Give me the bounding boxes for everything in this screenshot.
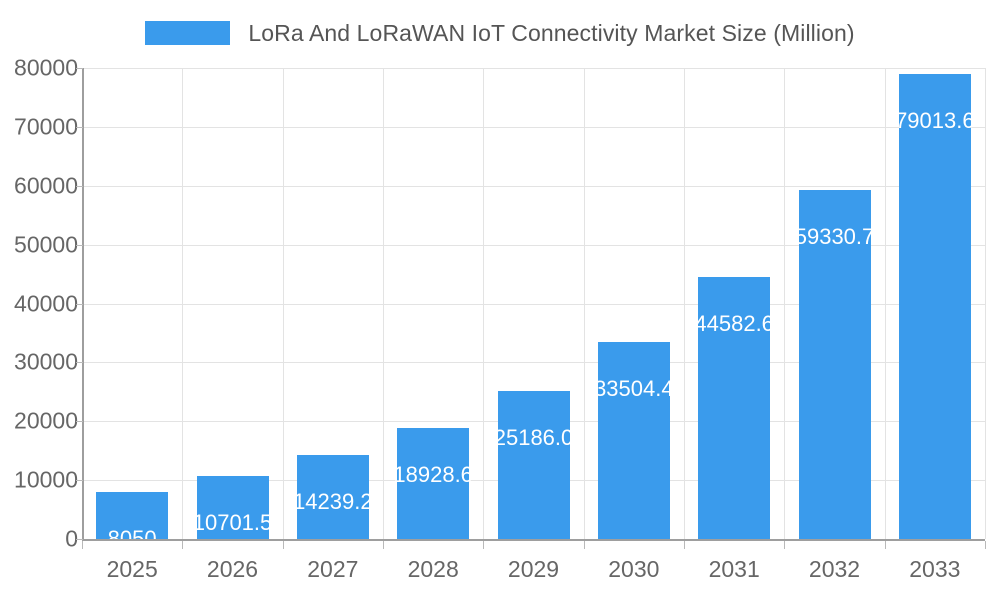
x-tick-mark [784,541,786,549]
x-tick-mark [483,541,485,549]
y-gridline [82,244,985,246]
x-gridline [383,68,384,539]
y-tick-mark [76,421,83,423]
x-tick-mark [383,541,384,549]
y-gridline [82,185,985,187]
y-gridline [82,303,985,305]
x-gridline [985,68,986,539]
x-gridline [583,68,585,539]
bar[interactable] [296,455,369,539]
x-tick-mark [884,541,886,549]
x-tick-mark [684,541,685,549]
chart-legend: LoRa And LoRaWAN IoT Connectivity Market… [0,18,1000,48]
x-tick-label: 2030 [608,556,660,582]
y-tick-mark [76,480,83,482]
y-axis-line [82,68,84,540]
y-tick-label: 70000 [14,113,78,140]
y-tick-mark [76,539,83,540]
x-tick-label: 2033 [909,556,961,582]
y-tick-label: 20000 [14,407,78,434]
x-tick-mark [583,541,585,549]
y-gridline [82,126,985,128]
bar[interactable] [397,427,470,539]
y-tick-mark [76,126,83,128]
x-tick-label: 2029 [507,556,560,582]
y-tick-label: 50000 [14,231,78,258]
y-axis-ticks: 0 10000 20000 30000 40000 50000 60000 70000 8000… [0,0,83,600]
y-tick-mark [76,185,83,187]
x-gridline [483,68,485,539]
y-tick-label: 60000 [14,172,78,199]
y-tick-mark [76,303,83,305]
x-tick-label: 2032 [808,556,861,582]
bar[interactable] [96,491,169,539]
x-gridline [884,68,886,539]
x-tick-label: 2026 [206,556,259,582]
y-tick-label: 80000 [14,54,78,81]
bar[interactable] [698,276,771,539]
x-tick-mark [82,541,83,549]
y-tick-label: 10000 [14,466,78,493]
x-tick-label: 2031 [708,556,760,582]
y-tick-mark [76,68,83,69]
y-tick-label: 30000 [14,348,78,375]
y-gridline [82,68,985,69]
bar[interactable] [196,476,269,539]
y-tick-label: 40000 [14,290,78,316]
bar[interactable] [597,341,670,539]
x-tick-mark [282,541,284,549]
x-tick-label: 2025 [106,556,158,582]
x-axis-line [82,539,985,541]
legend-item-market-size[interactable]: LoRa And LoRaWAN IoT Connectivity Market… [145,19,855,47]
legend-color-swatch [145,21,231,45]
y-gridline [82,362,985,364]
bar[interactable] [798,189,871,539]
x-tick-mark [985,541,986,549]
y-tick-label: 0 [65,525,78,552]
bar[interactable] [898,73,971,539]
bar[interactable] [497,390,570,539]
legend-item-label: LoRa And LoRaWAN IoT Connectivity Market… [248,19,855,46]
x-gridline [182,68,184,539]
plot-area: 8050 10701.5 14239.2 18928.6 25186.0 33504.4 4… [82,68,986,551]
x-gridline [282,68,284,539]
x-gridline [684,68,685,539]
y-tick-mark [76,362,83,364]
x-tick-label: 2028 [407,556,459,582]
y-tick-mark [76,244,83,246]
x-tick-mark [182,541,184,549]
x-gridline [784,68,786,539]
x-tick-label: 2027 [307,556,359,582]
